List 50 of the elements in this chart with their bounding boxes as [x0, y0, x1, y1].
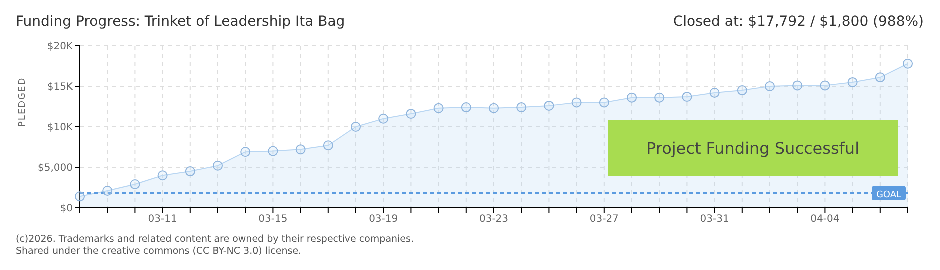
x-tick-label: 03-19	[369, 214, 398, 226]
point	[903, 58, 913, 69]
chart-title: Funding Progress: Trinket of Leadership Ita Bag	[16, 14, 346, 30]
x-tick-label: 04-04	[810, 214, 840, 226]
point	[406, 109, 416, 120]
ref-line-label: GOAL	[876, 190, 902, 200]
y-tick-label: $10K	[47, 122, 74, 134]
x-tick-label: 03-31	[700, 214, 730, 226]
point	[682, 92, 692, 102]
chart-subtitle: Closed at: $17,792 / $1,800 (988%)	[673, 14, 924, 30]
point	[296, 144, 306, 155]
point	[875, 72, 886, 83]
point	[75, 192, 85, 202]
point	[599, 98, 610, 108]
point	[792, 80, 803, 91]
point	[820, 80, 830, 91]
point	[461, 102, 472, 113]
point	[848, 77, 858, 88]
point	[323, 140, 334, 151]
text: Shared under the creative commons (CC BY-NC 3.0) license.	[16, 246, 303, 258]
point	[710, 88, 720, 98]
point	[185, 166, 196, 177]
point	[213, 160, 223, 171]
x-tick-label: 03-27	[590, 214, 619, 226]
point	[737, 86, 748, 96]
x-tick-label: 03-15	[258, 214, 288, 226]
success-banner: Project Funding Successful	[608, 120, 898, 176]
point	[516, 102, 527, 113]
point	[434, 103, 444, 114]
point	[489, 103, 499, 114]
point	[378, 114, 389, 124]
point	[102, 186, 113, 196]
point	[268, 146, 278, 156]
y-axis-title: PLEDGED	[18, 77, 28, 127]
x-tick-label: 03-11	[148, 214, 178, 226]
point	[654, 92, 665, 103]
y-tick-label: $20K	[47, 42, 74, 53]
text: (c)2026. Trademarks and related content are owned by their respective companies.	[16, 234, 414, 246]
y-tick-label: $15K	[47, 82, 74, 94]
y-tick-label: $0	[60, 204, 73, 215]
point	[572, 98, 582, 108]
point	[351, 122, 361, 132]
point	[765, 82, 775, 92]
x-tick-label: 03-23	[479, 214, 509, 226]
point	[158, 170, 168, 181]
point	[240, 147, 251, 158]
point	[627, 92, 637, 103]
y-tick-label: $5,000	[38, 163, 73, 174]
point	[130, 180, 140, 190]
point	[544, 100, 554, 111]
